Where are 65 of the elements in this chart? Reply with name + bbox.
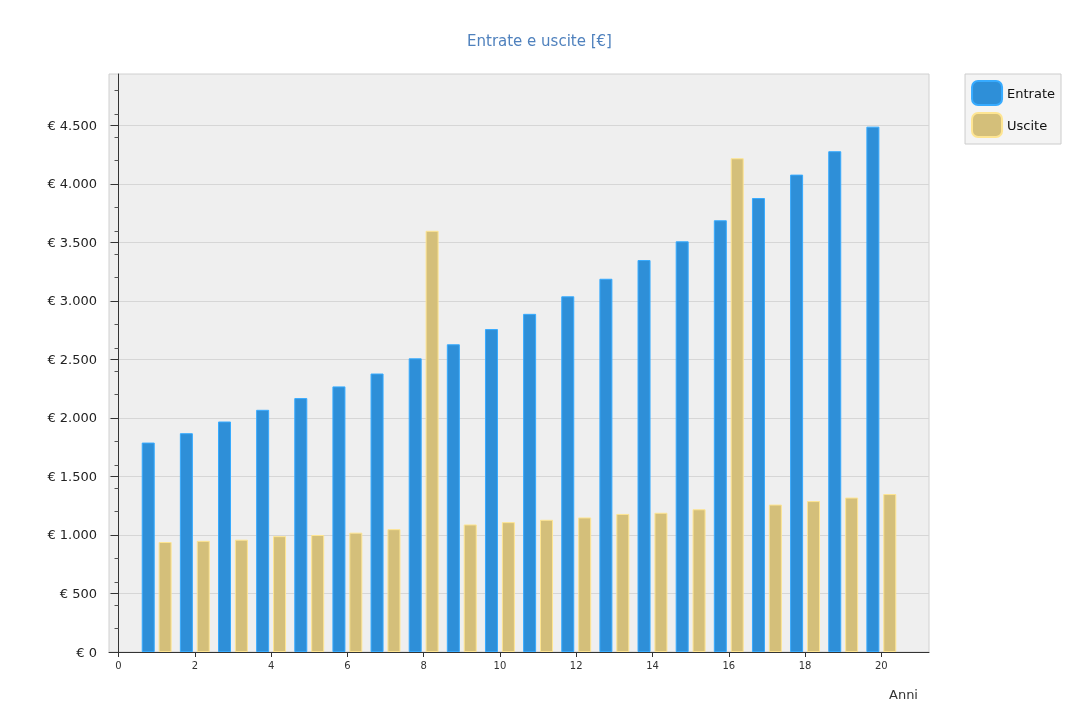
legend-label: Uscite bbox=[1007, 117, 1048, 133]
y-tick-label: € 4.500 bbox=[47, 117, 97, 133]
bar bbox=[692, 509, 706, 652]
y-tick-label: € 4.000 bbox=[47, 176, 97, 192]
y-tick-label: € 500 bbox=[59, 586, 97, 601]
bar bbox=[332, 386, 346, 652]
bar bbox=[616, 513, 630, 652]
bar bbox=[790, 174, 804, 652]
bar bbox=[179, 433, 193, 652]
bar bbox=[273, 536, 287, 652]
bar bbox=[523, 313, 537, 652]
bar bbox=[578, 517, 592, 652]
x-tick-label: 12 bbox=[569, 659, 583, 671]
bar bbox=[234, 539, 248, 652]
bar bbox=[713, 220, 727, 652]
x-tick-label: 2 bbox=[191, 659, 198, 671]
bar bbox=[141, 442, 155, 652]
bar bbox=[370, 373, 384, 652]
bar bbox=[540, 519, 554, 652]
chart-title: Entrate e uscite [€] bbox=[467, 31, 612, 50]
y-tick-label: € 1.000 bbox=[47, 527, 97, 543]
bar bbox=[425, 230, 439, 652]
bar bbox=[768, 504, 782, 652]
bar bbox=[866, 126, 880, 652]
y-tick-label: € 3.500 bbox=[47, 234, 97, 250]
bar bbox=[845, 497, 859, 652]
y-tick-label: € 2.500 bbox=[47, 351, 97, 367]
bar bbox=[828, 151, 842, 652]
bar bbox=[484, 329, 498, 652]
x-tick-label: 18 bbox=[798, 659, 812, 671]
bar bbox=[675, 241, 689, 652]
bar bbox=[294, 398, 308, 652]
x-tick-label: 8 bbox=[420, 659, 427, 671]
bar bbox=[730, 158, 744, 652]
bar bbox=[408, 358, 422, 652]
bar bbox=[349, 532, 363, 652]
x-tick-label: 14 bbox=[646, 659, 659, 671]
x-tick-label: 0 bbox=[115, 659, 122, 671]
x-tick-label: 10 bbox=[493, 659, 507, 671]
bar bbox=[654, 512, 668, 652]
y-tick-label: € 1.500 bbox=[47, 468, 97, 484]
bar bbox=[446, 344, 460, 652]
y-tick-label: € 2.000 bbox=[47, 410, 97, 426]
x-tick-label: 16 bbox=[722, 659, 736, 671]
y-tick-label: € 0 bbox=[76, 644, 97, 660]
bar bbox=[561, 296, 575, 652]
bar bbox=[218, 421, 231, 652]
bar bbox=[807, 501, 820, 652]
bar bbox=[599, 278, 613, 652]
bar bbox=[158, 542, 172, 652]
bar bbox=[501, 522, 515, 652]
x-tick-label: 6 bbox=[344, 659, 351, 671]
x-axis-title: Anni bbox=[889, 687, 918, 702]
bar bbox=[463, 524, 477, 652]
legend-label: Entrate bbox=[1007, 85, 1056, 101]
bar bbox=[196, 540, 210, 652]
bar bbox=[883, 494, 897, 652]
bar bbox=[387, 529, 401, 652]
bar bbox=[751, 198, 765, 652]
x-tick-label: 20 bbox=[874, 659, 888, 671]
bar bbox=[637, 260, 651, 652]
y-tick-label: € 3.000 bbox=[47, 293, 97, 309]
x-tick-label: 4 bbox=[267, 659, 275, 671]
bar bbox=[256, 409, 270, 652]
bar bbox=[311, 535, 325, 652]
